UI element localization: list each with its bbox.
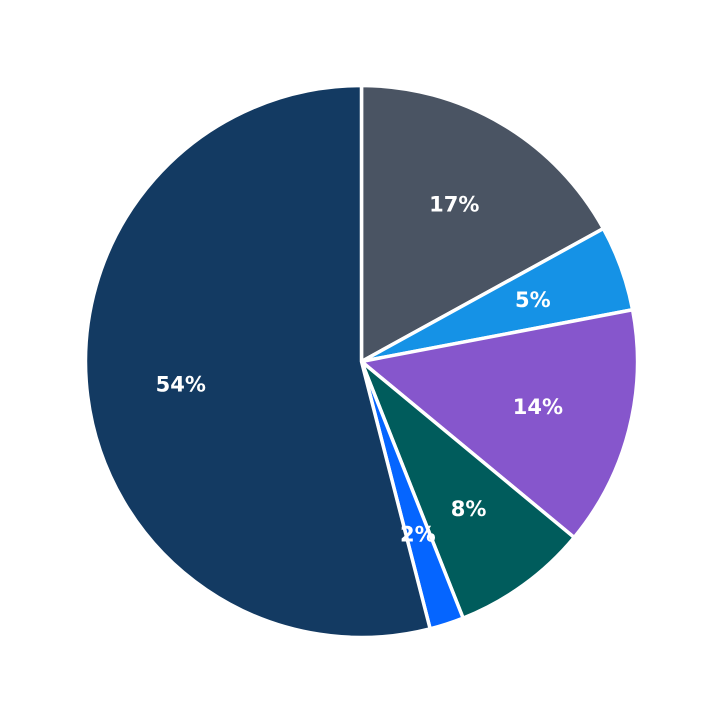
pie-slice-label: 2% (400, 523, 436, 547)
pie-slice-label: 14% (513, 395, 563, 419)
pie-slice (83, 83, 432, 640)
pie-slice-label: 54% (156, 372, 206, 396)
pie-slice (359, 83, 606, 364)
pie-slice-label: 5% (515, 288, 551, 312)
pie-slice (359, 308, 640, 540)
pie-slice-label: 17% (429, 193, 479, 217)
pie-slice-label: 8% (451, 497, 487, 521)
pie-slice (359, 359, 576, 620)
pie-labels: 17% 5% 14% 8% 2% 54% (156, 193, 563, 547)
pie-slices (83, 83, 640, 640)
